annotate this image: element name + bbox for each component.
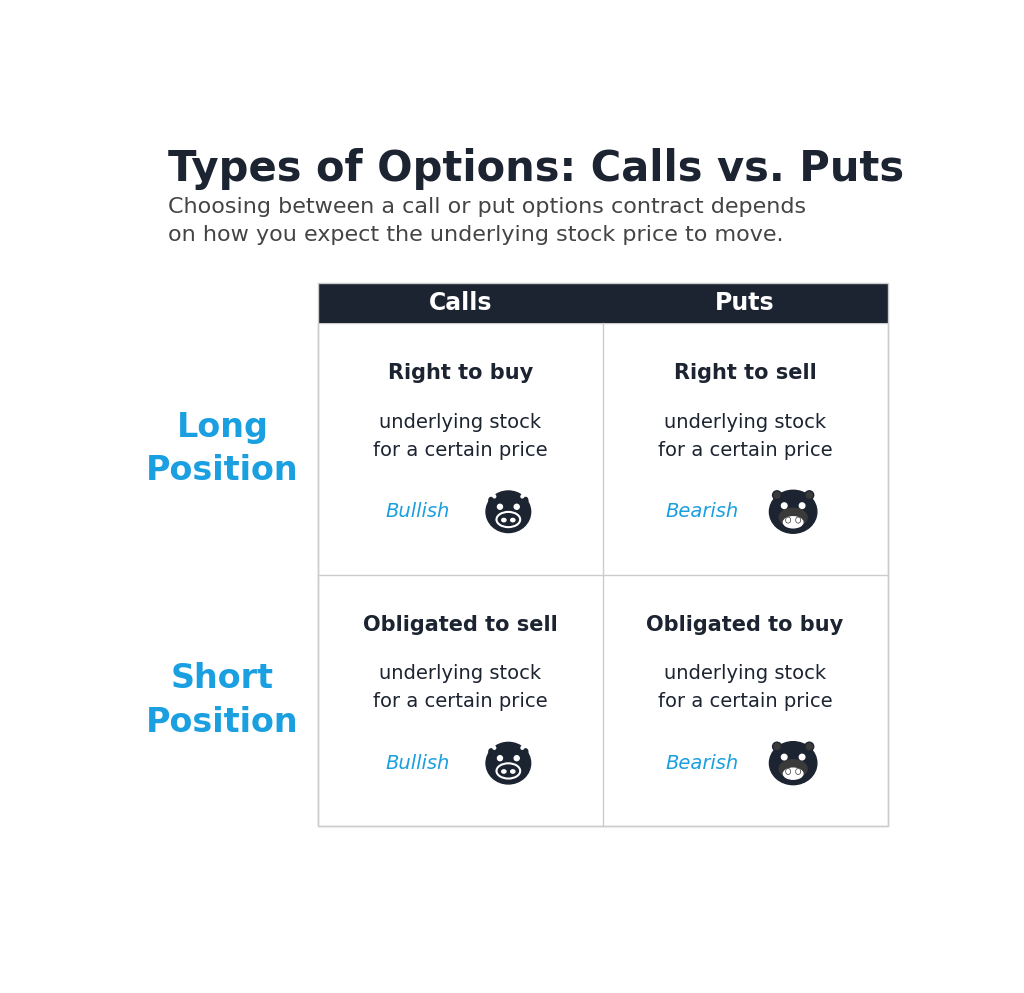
Circle shape: [800, 755, 805, 760]
Ellipse shape: [796, 517, 801, 523]
Ellipse shape: [487, 747, 495, 756]
Text: Right to buy: Right to buy: [388, 363, 532, 383]
Text: Calls: Calls: [428, 291, 492, 315]
Circle shape: [774, 744, 780, 750]
Text: Choosing between a call or put options contract depends: Choosing between a call or put options c…: [168, 197, 807, 216]
Circle shape: [803, 741, 815, 753]
Ellipse shape: [769, 742, 817, 784]
FancyBboxPatch shape: [317, 323, 888, 826]
Circle shape: [800, 502, 805, 508]
Circle shape: [774, 493, 780, 498]
Ellipse shape: [497, 512, 520, 527]
Text: underlying stock
for a certain price: underlying stock for a certain price: [657, 413, 833, 460]
Text: underlying stock
for a certain price: underlying stock for a certain price: [657, 664, 833, 711]
Text: Long
Position: Long Position: [146, 411, 299, 488]
Text: Bearish: Bearish: [666, 502, 739, 521]
Ellipse shape: [487, 496, 495, 504]
Text: underlying stock
for a certain price: underlying stock for a certain price: [373, 413, 548, 460]
Ellipse shape: [521, 747, 529, 756]
Circle shape: [771, 741, 783, 753]
Text: Bullish: Bullish: [385, 754, 450, 773]
Ellipse shape: [502, 770, 506, 774]
Text: Short
Position: Short Position: [146, 662, 299, 739]
Text: Types of Options: Calls vs. Puts: Types of Options: Calls vs. Puts: [168, 148, 904, 191]
Text: Bullish: Bullish: [385, 502, 450, 521]
Text: Obligated to buy: Obligated to buy: [646, 615, 844, 635]
Ellipse shape: [796, 769, 801, 775]
Circle shape: [781, 755, 787, 760]
Circle shape: [514, 504, 519, 509]
Ellipse shape: [486, 743, 530, 783]
Ellipse shape: [497, 764, 520, 779]
Circle shape: [514, 756, 519, 761]
Ellipse shape: [783, 769, 803, 780]
Ellipse shape: [502, 518, 506, 521]
Text: underlying stock
for a certain price: underlying stock for a certain price: [373, 664, 548, 711]
Text: on how you expect the underlying stock price to move.: on how you expect the underlying stock p…: [168, 225, 783, 245]
Circle shape: [803, 489, 815, 501]
Circle shape: [806, 493, 812, 498]
Circle shape: [806, 744, 812, 750]
Ellipse shape: [779, 760, 807, 778]
Ellipse shape: [769, 491, 817, 533]
Ellipse shape: [779, 508, 807, 526]
Text: Bearish: Bearish: [666, 754, 739, 773]
Ellipse shape: [511, 518, 515, 521]
Circle shape: [771, 489, 783, 501]
Circle shape: [498, 504, 503, 509]
Ellipse shape: [521, 496, 529, 504]
Circle shape: [498, 756, 503, 761]
FancyBboxPatch shape: [317, 283, 888, 323]
Text: Right to sell: Right to sell: [674, 363, 816, 383]
Ellipse shape: [486, 491, 530, 532]
Text: Puts: Puts: [716, 291, 775, 315]
Ellipse shape: [785, 769, 791, 775]
Ellipse shape: [511, 770, 515, 774]
Text: Obligated to sell: Obligated to sell: [362, 615, 558, 635]
Ellipse shape: [783, 516, 803, 528]
Ellipse shape: [785, 517, 791, 523]
Circle shape: [781, 502, 787, 508]
